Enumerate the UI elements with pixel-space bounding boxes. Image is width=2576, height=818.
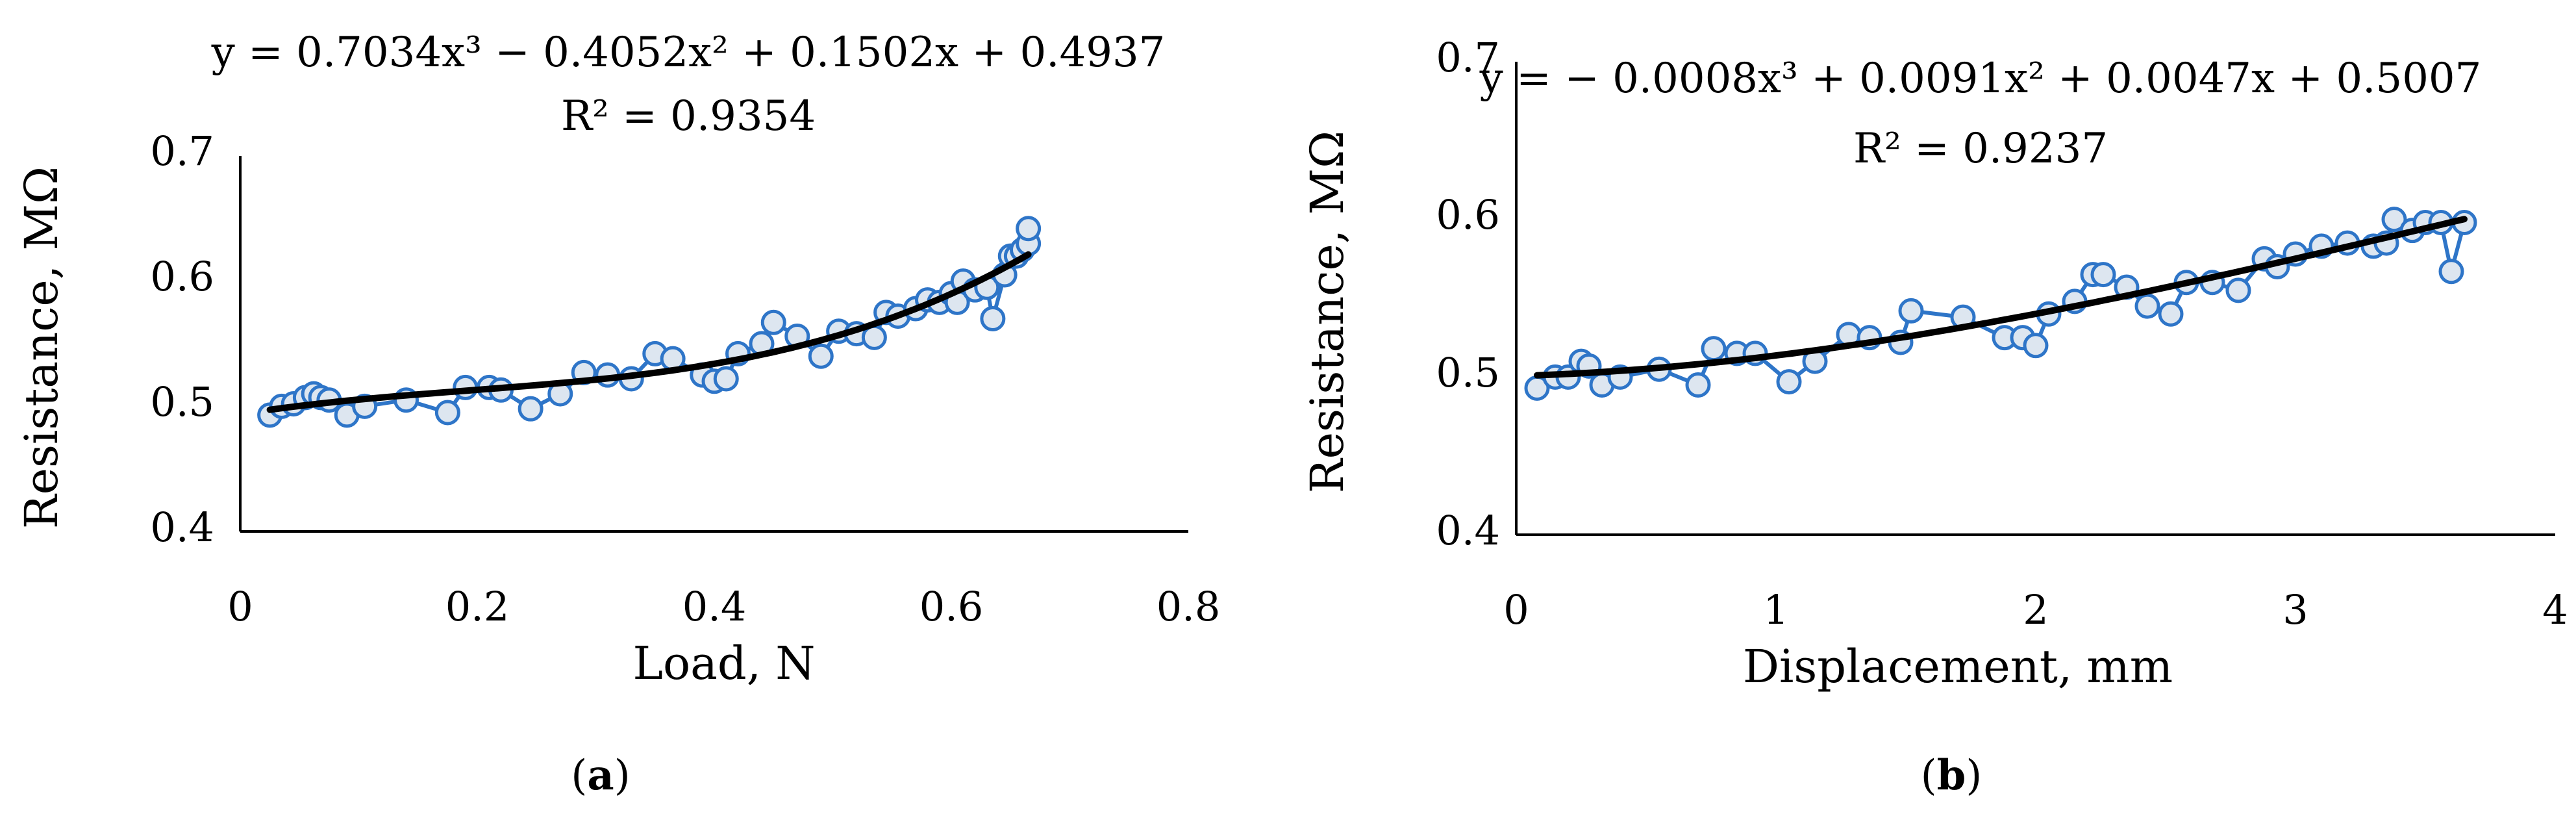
data-point: [1776, 369, 1802, 395]
trend-line: [266, 251, 1032, 413]
y-tick-label: 0.5: [1436, 349, 1500, 396]
data-point: [2381, 207, 2407, 233]
x-tick-label: 2: [2023, 586, 2048, 633]
data-point: [434, 400, 460, 426]
r-squared-label: R² = 0.9354: [561, 92, 816, 140]
y-tick-label: 0.6: [1436, 191, 1500, 238]
data-point: [2158, 301, 2184, 327]
y-axis-label: Resistance, MΩ: [15, 166, 68, 529]
x-tick-label: 1: [1763, 586, 1788, 633]
panel-label: (b): [1921, 751, 1982, 800]
x-tick-label: 0.8: [1157, 583, 1221, 630]
trend-line: [1534, 216, 2468, 379]
data-point: [760, 309, 786, 335]
x-axis-label: Load, N: [633, 637, 816, 690]
y-tick-label: 0.4: [1436, 507, 1500, 554]
data-point: [2438, 259, 2464, 285]
data-point: [1701, 336, 1727, 362]
data-point: [2225, 277, 2251, 303]
chart-load-resistance: y = 0.7034x³ − 0.4052x² + 0.1502x + 0.49…: [15, 29, 1220, 800]
data-point: [980, 305, 1006, 331]
panel-label: (a): [571, 751, 630, 800]
data-point: [1898, 298, 1924, 324]
r-squared-label: R² = 0.9237: [1853, 125, 2108, 173]
y-tick-label: 0.6: [150, 253, 214, 300]
y-axis-label: Resistance, MΩ: [1301, 131, 1354, 493]
y-tick-label: 0.7: [150, 127, 214, 175]
x-tick-label: 3: [2282, 586, 2308, 633]
y-tick-label: 0.7: [1436, 34, 1500, 81]
x-tick-labels: 0 0.2 0.4 0.6 0.8: [227, 583, 1220, 630]
x-tick-label: 0: [1503, 586, 1529, 633]
data-point: [2023, 333, 2049, 359]
x-tick-label: 0: [227, 583, 253, 630]
series-line: [268, 228, 1031, 417]
plot-area: [239, 156, 1188, 533]
y-tick-labels: 0.7 0.6 0.5 0.4: [1436, 34, 1500, 554]
x-tick-label: 0.6: [919, 583, 984, 630]
data-point: [808, 343, 834, 369]
x-tick-label: 0.2: [445, 583, 510, 630]
data-point: [713, 366, 739, 392]
x-tick-label: 4: [2542, 586, 2568, 633]
x-tick-labels: 0 1 2 3 4: [1503, 586, 2568, 633]
data-point: [2134, 293, 2160, 319]
x-tick-label: 0.4: [682, 583, 747, 630]
data-point: [1016, 216, 1042, 242]
trend-equation: y = 0.7034x³ − 0.4052x² + 0.1502x + 0.49…: [211, 29, 1166, 77]
plot-area: [1515, 62, 2555, 536]
data-point: [518, 396, 544, 422]
y-tick-label: 0.5: [150, 378, 214, 426]
x-axis-label: Displacement, mm: [1743, 640, 2173, 693]
data-point: [2090, 262, 2116, 288]
y-tick-label: 0.4: [150, 504, 214, 551]
y-tick-labels: 0.7 0.6 0.5 0.4: [150, 127, 214, 551]
chart-displacement-resistance: y = − 0.0008x³ + 0.0091x² + 0.0047x + 0.…: [1301, 34, 2568, 800]
trend-equation: y = − 0.0008x³ + 0.0091x² + 0.0047x + 0.…: [1479, 55, 2482, 103]
data-point: [1685, 372, 1711, 398]
